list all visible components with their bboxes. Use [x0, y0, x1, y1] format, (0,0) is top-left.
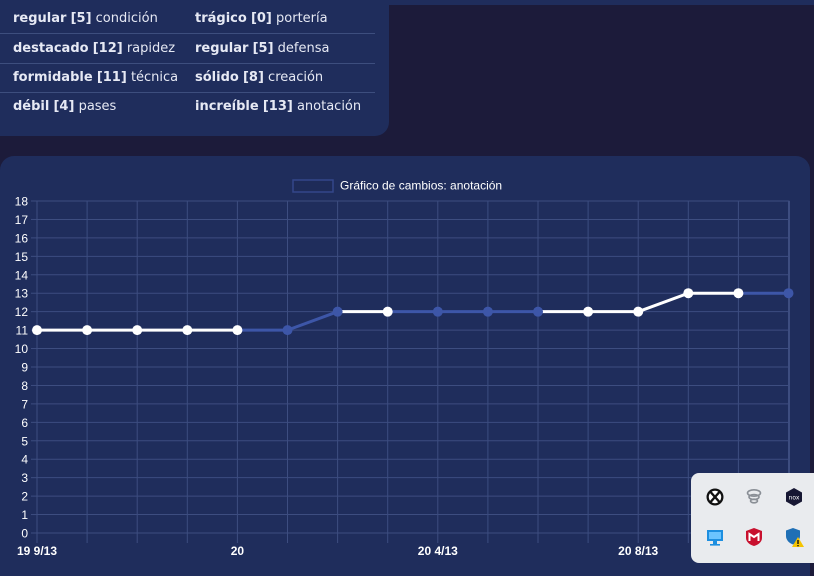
attribute-rapidez: destacado [12] rapidez	[13, 41, 176, 56]
y-tick-label: 7	[21, 397, 28, 411]
series-line-segment	[636, 291, 690, 314]
y-tick-label: 12	[15, 305, 29, 319]
y-tick-label: 2	[21, 490, 28, 504]
system-tray-overflow: nox	[691, 473, 814, 563]
x-tick-label: 20 8/13	[618, 544, 658, 558]
data-point[interactable]	[733, 288, 744, 299]
attribute-tecnica: formidable [11] técnica	[13, 70, 179, 85]
y-tick-label: 8	[21, 379, 28, 393]
y-tick-label: 18	[15, 195, 29, 209]
attribute-porteria: trágico [0] portería	[195, 11, 328, 26]
y-tick-label: 11	[16, 324, 29, 338]
y-tick-label: 3	[21, 471, 28, 485]
data-point[interactable]	[482, 306, 493, 317]
attribute-row: formidable [11] técnica sólido [8] creac…	[0, 63, 375, 93]
x-tick-label: 20	[231, 544, 245, 558]
y-tick-label: 9	[21, 361, 28, 375]
svg-text:nox: nox	[789, 495, 800, 502]
data-point[interactable]	[182, 325, 193, 336]
data-point[interactable]	[783, 288, 794, 299]
data-point[interactable]	[132, 325, 143, 336]
attributes-panel: regular [5] condición trágico [0] porter…	[0, 0, 389, 136]
data-point[interactable]	[683, 288, 694, 299]
wireless-icon[interactable]	[743, 486, 765, 508]
data-point[interactable]	[533, 306, 543, 317]
y-tick-label: 0	[21, 527, 28, 541]
data-point[interactable]	[282, 325, 293, 336]
y-tick-label: 4	[21, 453, 28, 467]
y-tick-label: 15	[15, 250, 29, 264]
line-chart: Gráfico de cambios: anotación 0123456789…	[15, 179, 794, 558]
data-point[interactable]	[583, 306, 594, 317]
y-tick-label: 17	[15, 213, 29, 227]
attribute-row: regular [5] condición trágico [0] porter…	[0, 4, 375, 34]
legend-swatch[interactable]	[292, 179, 334, 193]
attribute-anotacion: increíble [13] anotación	[195, 99, 362, 114]
data-point[interactable]	[332, 306, 343, 317]
attribute-row: débil [4] pases increíble [13] anotación	[0, 92, 375, 121]
data-point[interactable]	[32, 325, 42, 336]
x-tick-label: 19 9/13	[17, 544, 57, 558]
data-point[interactable]	[432, 306, 443, 317]
y-tick-label: 1	[21, 508, 28, 522]
data-point[interactable]	[633, 306, 644, 317]
y-tick-label: 14	[15, 268, 29, 282]
display-icon[interactable]	[704, 526, 726, 548]
y-tick-label: 13	[15, 287, 29, 301]
attribute-defensa: regular [5] defensa	[195, 41, 330, 56]
y-tick-label: 5	[21, 434, 28, 448]
attribute-condicion: regular [5] condición	[13, 11, 158, 26]
y-tick-label: 6	[21, 416, 28, 430]
data-point[interactable]	[82, 325, 93, 336]
x-tick-label: 20 4/13	[418, 544, 458, 558]
attribute-row: destacado [12] rapidez regular [5] defen…	[0, 34, 375, 64]
top-strip	[0, 0, 814, 5]
data-point[interactable]	[232, 325, 243, 336]
attribute-creacion: sólido [8] creación	[195, 70, 324, 85]
y-tick-label: 10	[15, 342, 29, 356]
attribute-pases: débil [4] pases	[13, 99, 117, 114]
legend-label[interactable]: Gráfico de cambios: anotación	[340, 179, 502, 193]
nox-icon[interactable]: nox	[783, 486, 805, 508]
xbox-icon[interactable]	[704, 486, 726, 508]
data-point[interactable]	[382, 306, 393, 317]
mcafee-icon[interactable]	[743, 526, 765, 548]
series-line-segment	[286, 310, 340, 332]
defender-warning-icon[interactable]	[783, 526, 805, 548]
y-tick-label: 16	[15, 231, 29, 245]
